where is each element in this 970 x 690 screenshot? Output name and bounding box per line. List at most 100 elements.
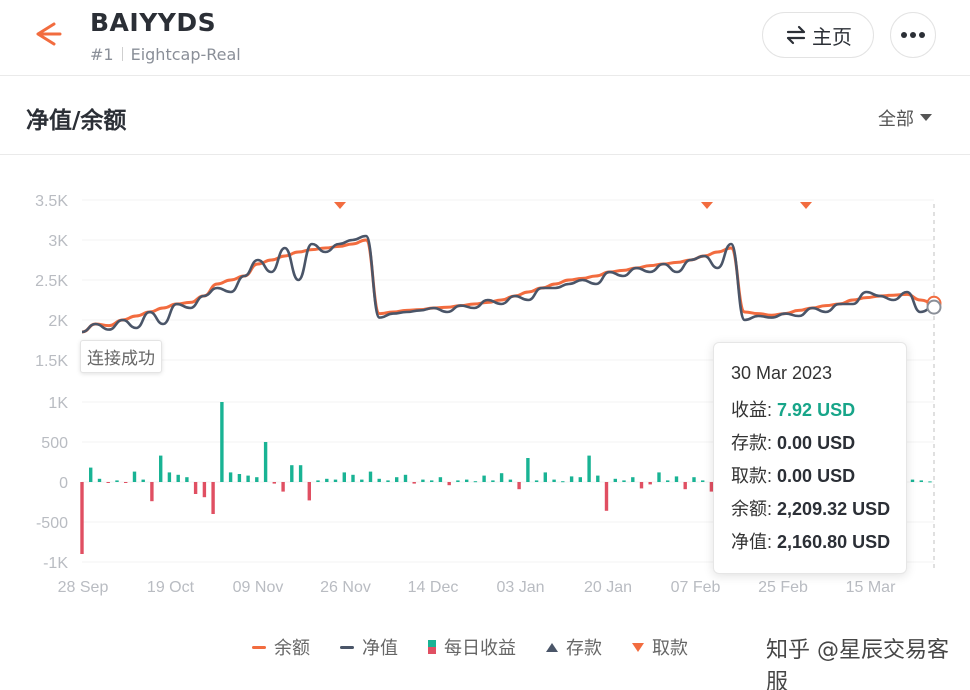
- profit-bar: [263, 442, 268, 482]
- x-tick-label: 19 Oct: [147, 579, 195, 596]
- profit-bar: [386, 480, 390, 482]
- back-button[interactable]: [30, 16, 70, 52]
- withdrawal-marker: [334, 202, 346, 209]
- section-header: 净值/余额 全部: [0, 77, 970, 155]
- profit-bar: [622, 480, 626, 482]
- loss-bar: [150, 482, 154, 502]
- tooltip-deposit-label: 存款:: [731, 433, 773, 453]
- legend-item-equity[interactable]: 净值: [340, 634, 398, 660]
- profit-bar: [666, 480, 670, 482]
- tooltip-deposit-row: 存款: 0.00 USD: [731, 429, 906, 462]
- tooltip-deposit-value: 0.00 USD: [777, 433, 856, 453]
- profit-bar: [561, 481, 565, 483]
- legend-label-withdraw: 取款: [652, 638, 688, 659]
- profit-bar: [159, 455, 163, 482]
- x-tick-label: 20 Jan: [584, 579, 632, 596]
- profit-bar: [395, 477, 399, 482]
- profit-bar: [596, 475, 600, 482]
- loss-bar: [281, 482, 285, 492]
- home-button[interactable]: 主页: [762, 12, 874, 58]
- y-tick-label: -1K: [43, 555, 68, 572]
- account-subtitle: #1 Eightcap-Real: [90, 45, 241, 64]
- profit-bar: [613, 478, 617, 482]
- profit-bar: [543, 472, 547, 482]
- profit-bar: [132, 471, 137, 482]
- profit-bar: [237, 474, 242, 482]
- loss-bar: [211, 482, 215, 514]
- loss-bar: [106, 482, 110, 483]
- divider: [121, 47, 123, 61]
- profit-bar: [910, 479, 915, 482]
- tooltip-withdraw-label: 取款:: [731, 466, 773, 486]
- profit-bar: [499, 473, 504, 482]
- legend-label-daily: 每日收益: [444, 638, 516, 659]
- y-tick-label: 3.5K: [35, 193, 68, 210]
- account-server: Eightcap-Real: [130, 45, 241, 64]
- profit-bar: [351, 474, 355, 482]
- profit-bar: [141, 479, 145, 482]
- profit-bar: [657, 472, 661, 482]
- profit-bar: [290, 465, 294, 482]
- profit-bar: [438, 477, 443, 482]
- profit-bar: [526, 458, 530, 482]
- chart-legend: 余额 净值 每日收益 存款 取款: [252, 634, 688, 660]
- range-dropdown[interactable]: 全部: [878, 105, 932, 131]
- tooltip-profit-label: 收益:: [731, 400, 773, 420]
- withdrawal-marker: [701, 202, 713, 209]
- y-tick-label: 2K: [48, 313, 68, 330]
- profit-bar: [228, 472, 233, 482]
- profit-bar: [115, 480, 119, 482]
- legend-item-withdraw[interactable]: 取款: [632, 634, 688, 660]
- profit-bar: [587, 455, 591, 482]
- x-tick-label: 25 Feb: [758, 579, 808, 596]
- loss-bar: [412, 482, 416, 484]
- profit-bar: [176, 474, 180, 482]
- profit-bar: [342, 472, 346, 482]
- profit-bar: [185, 477, 189, 482]
- home-button-label: 主页: [812, 24, 852, 49]
- x-tick-label: 07 Feb: [671, 579, 721, 596]
- x-tick-label: 03 Jan: [496, 579, 544, 596]
- profit-bar: [368, 471, 373, 482]
- loss-bar: [202, 482, 207, 498]
- y-tick-label: 3K: [48, 233, 68, 250]
- balance-line: [81, 238, 935, 334]
- profit-bar: [456, 480, 460, 482]
- loss-bar: [648, 482, 652, 485]
- legend-item-deposit[interactable]: 存款: [546, 634, 602, 660]
- x-tick-label: 26 Nov: [320, 579, 371, 596]
- loss-bar: [272, 482, 276, 484]
- tooltip-balance-row: 余额: 2,209.32 USD: [731, 495, 906, 528]
- legend-swatch-balance: [252, 645, 266, 649]
- tooltip-withdraw-value: 0.00 USD: [777, 466, 856, 486]
- profit-bar: [631, 477, 635, 482]
- profit-bar: [534, 480, 539, 482]
- profit-bar: [421, 479, 425, 482]
- profit-bar: [167, 472, 172, 482]
- profit-bar: [928, 481, 932, 483]
- profit-bar: [97, 478, 102, 482]
- profit-bar: [316, 480, 320, 482]
- y-tick-label: 1K: [48, 395, 68, 412]
- profit-bar: [508, 479, 513, 482]
- legend-label-deposit: 存款: [566, 638, 602, 659]
- profit-bar: [333, 479, 338, 482]
- profit-bar: [377, 478, 381, 482]
- equity-balance-chart[interactable]: 3.5K 3K 2.5K 2K 1.5K 1K 500 0 -500 -1K 28 Sep 19 Oc…: [0, 160, 970, 610]
- profit-bar: [674, 476, 679, 482]
- swap-icon: [786, 25, 806, 45]
- y-tick-label: 2.5K: [35, 273, 68, 290]
- tooltip-balance-value: 2,209.32 USD: [777, 499, 891, 519]
- y-tick-label: 500: [41, 435, 68, 452]
- range-dropdown-label: 全部: [878, 109, 914, 130]
- account-rank: #1: [90, 45, 114, 64]
- tooltip-balance-label: 余额:: [731, 499, 773, 519]
- profit-bar: [89, 467, 93, 482]
- more-dots-icon: [901, 32, 925, 38]
- connection-status-badge: 连接成功: [80, 340, 162, 373]
- more-button[interactable]: [890, 12, 936, 58]
- legend-item-daily[interactable]: 每日收益: [428, 634, 516, 660]
- legend-item-balance[interactable]: 余额: [252, 634, 310, 660]
- profit-bar: [220, 402, 224, 482]
- loss-bar: [639, 482, 644, 489]
